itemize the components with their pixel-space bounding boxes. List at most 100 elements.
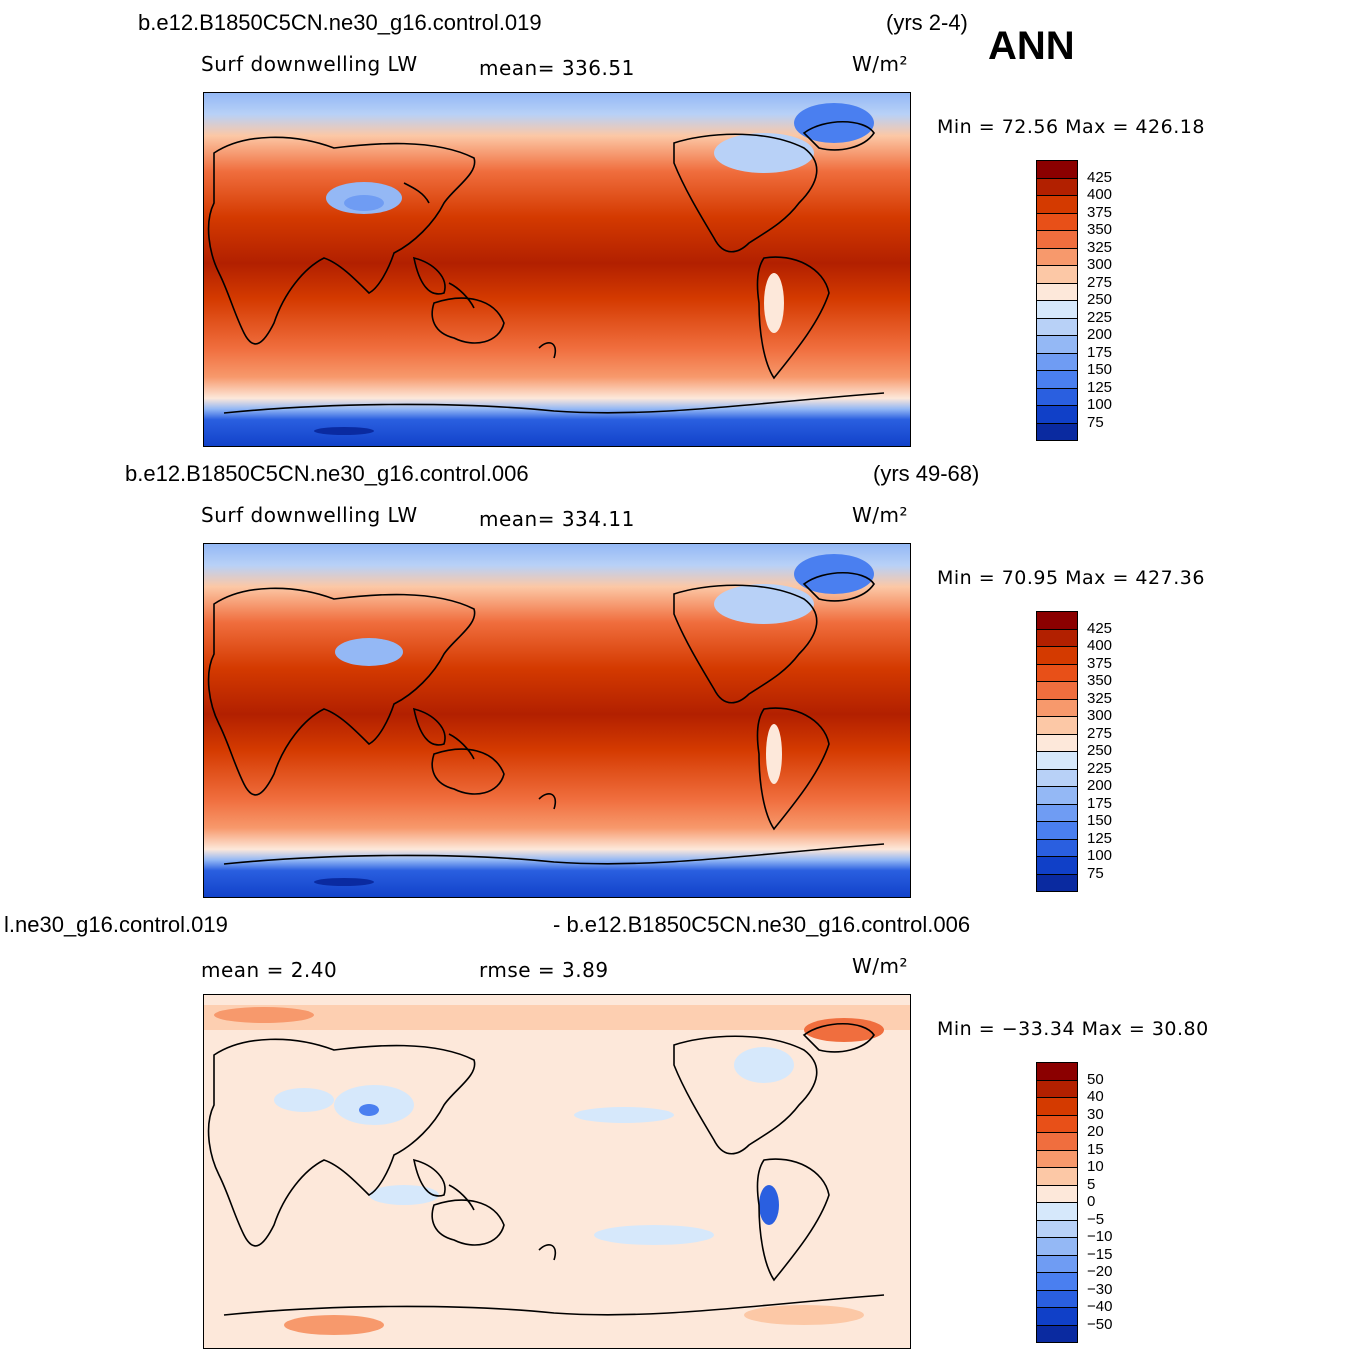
colorbar-tick-label: 300 (1087, 256, 1113, 273)
colorbar-swatch (1036, 1219, 1078, 1238)
colorbar-tick-label: 200 (1087, 326, 1113, 343)
colorbar-tick-label: 100 (1087, 847, 1113, 864)
colorbar-swatch (1036, 300, 1078, 319)
panel3-case-right: - b.e12.B1850C5CN.ne30_g16.control.006 (553, 912, 971, 937)
colorbar-swatch (1036, 335, 1078, 354)
colorbar-swatch (1036, 1132, 1078, 1151)
panel2-variable: Surf downwelling LW (201, 503, 418, 527)
colorbar-swatch (1036, 177, 1078, 196)
panel1-variable: Surf downwelling LW (201, 52, 418, 76)
colorbar-swatch (1036, 786, 1078, 805)
panel3-units: W/m² (852, 954, 909, 978)
colorbar-tick-label: 0 (1087, 1193, 1096, 1210)
panel2-mean: mean= 334.11 (479, 507, 635, 531)
colorbar-swatch (1036, 352, 1078, 371)
panel3-case-left: l.ne30_g16.control.019 (4, 912, 228, 937)
colorbar-tick-label: 200 (1087, 777, 1113, 794)
colorbar-swatch (1036, 838, 1078, 857)
colorbar-swatch (1036, 160, 1078, 179)
colorbar-tick-label: −5 (1087, 1210, 1105, 1228)
colorbar-tick-label: 175 (1087, 794, 1113, 812)
colorbar-swatch (1036, 733, 1078, 752)
colorbar-swatch (1036, 212, 1078, 231)
colorbar-tick-label: 30 (1087, 1105, 1104, 1123)
panel2-map-svg (204, 544, 910, 897)
colorbar-tick-label: −40 (1087, 1298, 1113, 1315)
colorbar-swatch (1036, 663, 1078, 682)
colorbar-tick-label: 300 (1087, 707, 1113, 724)
colorbar-tick-label: 225 (1087, 759, 1113, 777)
colorbar-swatch (1036, 1184, 1078, 1203)
panel1-minmax: Min = 72.56 Max = 426.18 (937, 116, 1205, 138)
colorbar-swatch (1036, 646, 1078, 665)
colorbar-tick-label: 125 (1087, 378, 1113, 396)
panel3-rmse: rmse = 3.89 (479, 958, 609, 982)
colorbar-tick-label: 375 (1087, 203, 1113, 221)
colorbar-tick-label: −15 (1087, 1245, 1113, 1263)
panel3-colorbar (1036, 1062, 1078, 1343)
panel1-map (203, 92, 911, 447)
colorbar-tick-label: 125 (1087, 829, 1113, 847)
panel1-case-title: b.e12.B1850C5CN.ne30_g16.control.019 (138, 10, 542, 35)
colorbar-swatch (1036, 1237, 1078, 1256)
colorbar-tick-label: −20 (1087, 1263, 1113, 1280)
colorbar-tick-label: 50 (1087, 1070, 1104, 1088)
colorbar-tick-label: 375 (1087, 654, 1113, 672)
panel2-minmax: Min = 70.95 Max = 427.36 (937, 567, 1205, 589)
colorbar-swatch (1036, 821, 1078, 840)
colorbar-swatch (1036, 1079, 1078, 1098)
colorbar-tick-label: 350 (1087, 672, 1113, 689)
colorbar-tick-label: 400 (1087, 186, 1113, 203)
season-label: ANN (988, 24, 1075, 68)
colorbar-tick-label: 225 (1087, 308, 1113, 326)
colorbar-swatch (1036, 803, 1078, 822)
colorbar-swatch (1036, 1097, 1078, 1116)
colorbar-tick-label: 100 (1087, 396, 1113, 413)
colorbar-swatch (1036, 1254, 1078, 1273)
panel1-years: (yrs 2-4) (886, 10, 968, 35)
colorbar-swatch (1036, 1167, 1078, 1186)
panel3-map (203, 994, 911, 1349)
colorbar-tick-label: 175 (1087, 343, 1113, 361)
colorbar-swatch (1036, 282, 1078, 301)
panel1-units: W/m² (852, 52, 909, 76)
colorbar-swatch (1036, 1307, 1078, 1326)
colorbar-tick-label: −50 (1087, 1315, 1113, 1333)
colorbar-tick-label: 425 (1087, 619, 1113, 637)
colorbar-swatch (1036, 698, 1078, 717)
colorbar-swatch (1036, 873, 1078, 892)
colorbar-tick-label: 250 (1087, 291, 1113, 308)
colorbar-swatch (1036, 1114, 1078, 1133)
colorbar-swatch (1036, 405, 1078, 424)
colorbar-tick-label: −30 (1087, 1280, 1113, 1298)
colorbar-tick-label: 350 (1087, 221, 1113, 238)
colorbar-tick-label: 400 (1087, 637, 1113, 654)
colorbar-swatch (1036, 751, 1078, 770)
colorbar-tick-label: −10 (1087, 1228, 1113, 1245)
colorbar-swatch (1036, 1202, 1078, 1221)
colorbar-swatch (1036, 387, 1078, 406)
panel2-years: (yrs 49-68) (873, 461, 980, 486)
colorbar-tick-label: 5 (1087, 1175, 1096, 1193)
colorbar-swatch (1036, 768, 1078, 787)
colorbar-swatch (1036, 370, 1078, 389)
colorbar-swatch (1036, 247, 1078, 266)
colorbar-tick-label: 250 (1087, 742, 1113, 759)
colorbar-swatch (1036, 230, 1078, 249)
colorbar-tick-label: 40 (1087, 1088, 1104, 1105)
colorbar-swatch (1036, 716, 1078, 735)
colorbar-swatch (1036, 422, 1078, 441)
panel2-map (203, 543, 911, 898)
colorbar-swatch (1036, 195, 1078, 214)
panel1-map-svg (204, 93, 910, 446)
colorbar-tick-label: 10 (1087, 1158, 1104, 1175)
colorbar-swatch (1036, 1272, 1078, 1291)
colorbar-swatch (1036, 1149, 1078, 1168)
panel3-mean: mean = 2.40 (201, 958, 338, 982)
panel3-map-svg (204, 995, 910, 1348)
panel3-minmax: Min = −33.34 Max = 30.80 (937, 1018, 1209, 1040)
colorbar-tick-label: 75 (1087, 864, 1104, 882)
panel1-colorbar (1036, 160, 1078, 441)
colorbar-tick-label: 325 (1087, 689, 1113, 707)
colorbar-tick-label: 150 (1087, 812, 1113, 829)
